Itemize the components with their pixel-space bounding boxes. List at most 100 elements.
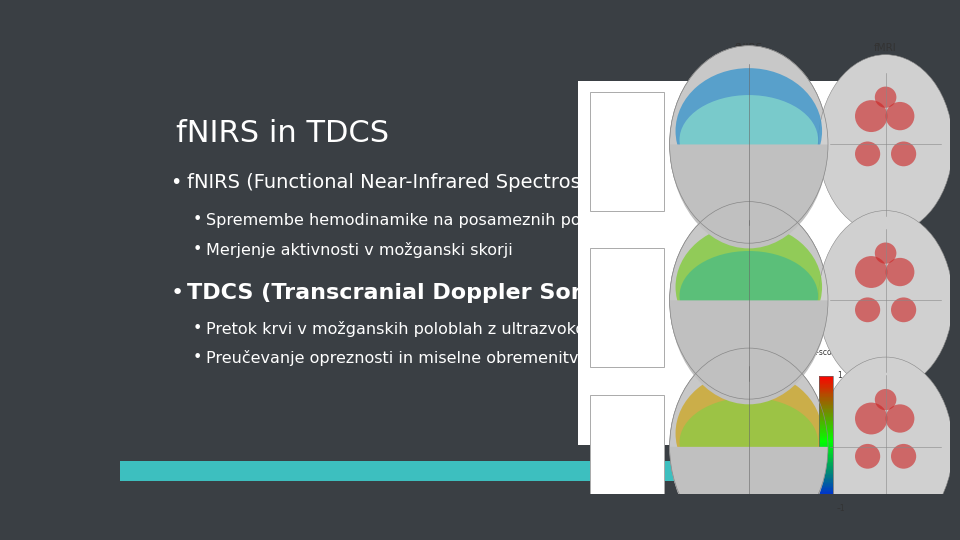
Ellipse shape — [818, 357, 953, 537]
Bar — [819, 429, 833, 430]
FancyBboxPatch shape — [590, 92, 664, 211]
Bar — [819, 421, 833, 422]
Bar — [819, 476, 833, 478]
Text: •: • — [171, 283, 184, 303]
Text: fMRI: fMRI — [875, 43, 897, 53]
Text: Z-score: Z-score — [812, 348, 840, 357]
Ellipse shape — [885, 102, 915, 130]
Text: •: • — [192, 241, 202, 256]
Bar — [819, 401, 833, 402]
Bar — [819, 507, 833, 508]
Bar — [819, 380, 833, 381]
Ellipse shape — [669, 46, 828, 243]
Bar — [819, 390, 833, 392]
Bar — [819, 428, 833, 429]
Ellipse shape — [875, 242, 897, 264]
Ellipse shape — [669, 348, 828, 540]
Bar — [819, 379, 833, 380]
Bar — [819, 450, 833, 451]
Bar — [819, 410, 833, 411]
Ellipse shape — [855, 402, 887, 435]
Bar — [819, 499, 833, 501]
Bar — [819, 482, 833, 483]
Bar — [819, 502, 833, 503]
Ellipse shape — [818, 55, 953, 234]
Bar — [819, 376, 833, 508]
Bar — [819, 417, 833, 418]
Ellipse shape — [676, 224, 822, 350]
Bar — [819, 475, 833, 476]
Text: fNIRS in TDCS: fNIRS in TDCS — [176, 119, 389, 148]
Bar — [819, 409, 833, 410]
Bar — [819, 438, 833, 440]
Ellipse shape — [891, 141, 916, 166]
Bar — [819, 469, 833, 470]
Text: Low-difficulty
task: Low-difficulty task — [599, 135, 656, 154]
Bar — [819, 387, 833, 388]
Bar — [819, 466, 833, 467]
Text: TDCS (Transcranial Doppler Sonography): TDCS (Transcranial Doppler Sonography) — [187, 283, 700, 303]
Bar — [819, 420, 833, 421]
Bar — [819, 382, 833, 384]
Bar — [819, 392, 833, 393]
Ellipse shape — [885, 404, 915, 433]
Bar — [819, 471, 833, 472]
Ellipse shape — [855, 100, 887, 132]
Bar — [819, 498, 833, 499]
Bar — [819, 377, 833, 379]
Text: 1: 1 — [837, 372, 842, 381]
Bar — [819, 503, 833, 504]
Bar — [819, 434, 833, 435]
Ellipse shape — [680, 397, 818, 487]
Bar — [819, 484, 833, 486]
Wedge shape — [670, 447, 828, 540]
Bar — [819, 494, 833, 495]
Wedge shape — [670, 145, 828, 248]
Bar — [819, 453, 833, 454]
Ellipse shape — [855, 444, 880, 469]
Bar — [819, 504, 833, 505]
Bar — [819, 446, 833, 448]
Bar — [819, 402, 833, 404]
Bar — [819, 448, 833, 449]
Text: fNIRS: fNIRS — [734, 43, 763, 53]
Bar — [819, 437, 833, 438]
Bar — [819, 416, 833, 417]
Bar — [819, 433, 833, 434]
Bar — [819, 501, 833, 502]
Bar — [819, 414, 833, 416]
Wedge shape — [670, 300, 828, 404]
Bar — [819, 496, 833, 498]
Bar — [819, 481, 833, 482]
Text: Spremembe hemodinamike na posameznih področjih možganov: Spremembe hemodinamike na posameznih pod… — [205, 212, 723, 228]
Bar — [819, 395, 833, 396]
Ellipse shape — [891, 444, 916, 469]
Bar — [819, 422, 833, 423]
Text: •: • — [192, 349, 202, 364]
Text: fNIRS (Functional Near-Infrared Spectroscopy): fNIRS (Functional Near-Infrared Spectros… — [187, 173, 635, 192]
Ellipse shape — [885, 258, 915, 286]
Bar — [819, 426, 833, 428]
Ellipse shape — [680, 95, 818, 185]
Ellipse shape — [676, 370, 822, 496]
Bar — [819, 451, 833, 453]
Bar — [819, 490, 833, 491]
Bar — [819, 462, 833, 463]
Bar — [819, 376, 833, 377]
Bar — [819, 399, 833, 400]
Bar — [819, 488, 833, 490]
Bar — [819, 492, 833, 494]
Bar — [819, 431, 833, 433]
Text: Preučevanje opreznosti in miselne obremenitve: Preučevanje opreznosti in miselne obreme… — [205, 349, 588, 366]
Bar — [819, 396, 833, 397]
Bar — [819, 443, 833, 445]
Ellipse shape — [680, 251, 818, 341]
Bar — [819, 440, 833, 441]
Bar — [819, 486, 833, 487]
Bar — [819, 393, 833, 395]
Bar — [819, 457, 833, 458]
Text: –1: –1 — [837, 504, 846, 513]
Bar — [819, 491, 833, 492]
Ellipse shape — [676, 68, 822, 194]
Bar — [819, 384, 833, 385]
